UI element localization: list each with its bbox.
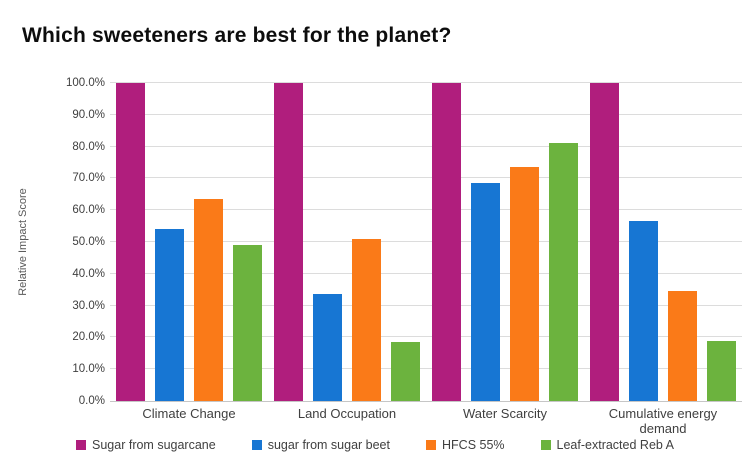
gridline: [110, 177, 742, 179]
gridline: [110, 304, 742, 306]
legend-item: sugar from sugar beet: [251, 438, 390, 452]
y-tick-label: 20.0%: [72, 331, 105, 344]
y-tick-label: 40.0%: [72, 267, 105, 280]
bar: [549, 143, 578, 401]
bar: [155, 229, 184, 401]
gridline: [110, 272, 742, 274]
bar: [233, 245, 262, 401]
bar: [194, 199, 223, 401]
y-tick-label: 70.0%: [72, 172, 105, 185]
bar-group: [426, 83, 584, 401]
gridline: [110, 113, 742, 115]
legend: Sugar from sugarcane sugar from sugar bee…: [0, 438, 750, 452]
y-axis-title-text: Relative Impact Score: [17, 188, 30, 296]
gridline: [110, 241, 742, 242]
y-axis-ticks: 0.0% 10.0% 20.0% 30.0% 40.0% 50.0% 60.0% 70.0% 8…: [38, 77, 105, 407]
bar-group: [268, 83, 426, 401]
x-category-label: Cumulative energy demand: [608, 406, 718, 436]
legend-item: Sugar from sugarcane: [76, 438, 216, 452]
bar-group: [584, 83, 742, 401]
bar: [668, 291, 697, 401]
legend-swatch-icon: [76, 440, 87, 450]
bar: [352, 238, 381, 401]
y-tick-label: 10.0%: [72, 363, 105, 376]
y-tick-label: 60.0%: [72, 204, 105, 217]
bar: [313, 294, 342, 401]
legend-swatch-icon: [540, 440, 551, 450]
bar: [274, 83, 303, 401]
legend-label: Sugar from sugarcane: [92, 438, 216, 452]
legend-label: HFCS 55%: [442, 438, 505, 452]
legend-item: HFCS 55%: [426, 438, 505, 452]
gridline: [110, 336, 742, 338]
legend-swatch-icon: [251, 440, 262, 450]
y-tick-label: 30.0%: [72, 299, 105, 312]
gridline: [110, 145, 742, 147]
y-tick-label: 90.0%: [72, 108, 105, 121]
y-tick-label: 50.0%: [72, 236, 105, 248]
bar: [391, 342, 420, 401]
gridline: [110, 82, 742, 83]
y-tick-label: 80.0%: [72, 140, 105, 153]
x-axis-labels: Climate Change Land Occupation Water Scarc…: [110, 406, 742, 436]
bar-groups: [110, 83, 742, 401]
y-tick-label: 0.0%: [78, 395, 105, 407]
bar: [116, 83, 145, 401]
x-category-label: Water Scarcity: [462, 406, 548, 421]
x-category-label: Land Occupation: [297, 406, 397, 421]
gridline: [110, 209, 742, 211]
chart-title: Which sweeteners are best for the planet…: [22, 24, 452, 48]
bar-group: [110, 83, 268, 401]
bar: [510, 167, 539, 401]
bar: [471, 183, 500, 401]
legend-item: Leaf-extracted Reb A: [540, 438, 674, 452]
legend-label: Leaf-extracted Reb A: [556, 438, 674, 452]
bar: [629, 221, 658, 401]
bar: [590, 83, 619, 401]
gridline: [110, 368, 742, 370]
y-axis-title: Relative Impact Score: [10, 83, 36, 401]
bar: [432, 83, 461, 401]
y-tick-label: 100.0%: [65, 77, 105, 89]
legend-label: sugar from sugar beet: [267, 438, 390, 452]
x-category-label: Climate Change: [142, 406, 236, 421]
plot-area: [110, 82, 742, 402]
bar: [707, 340, 736, 401]
legend-swatch-icon: [426, 440, 436, 450]
